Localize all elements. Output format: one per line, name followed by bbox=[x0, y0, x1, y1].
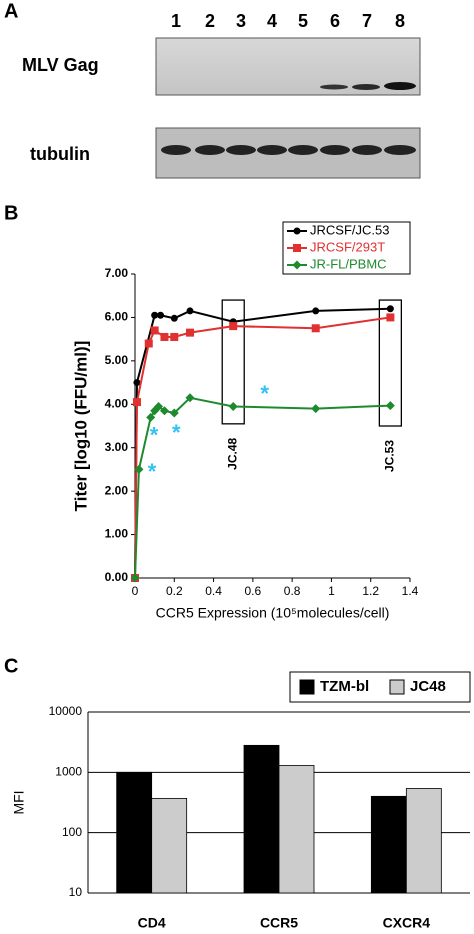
y-tick-label: 4.00 bbox=[105, 396, 129, 410]
band bbox=[320, 84, 348, 90]
x-tick-label: CCR5 bbox=[260, 915, 298, 931]
lane-number: 6 bbox=[330, 11, 340, 31]
highlight-asterisk: * bbox=[172, 420, 181, 445]
marker bbox=[229, 322, 238, 331]
highlight-asterisk: * bbox=[260, 381, 269, 406]
annotation-box bbox=[378, 299, 403, 427]
marker bbox=[186, 307, 194, 315]
legend-label: JR-FL/PBMC bbox=[310, 256, 387, 271]
marker bbox=[159, 406, 169, 416]
lane-number: 8 bbox=[395, 11, 405, 31]
marker bbox=[157, 311, 165, 319]
lane-number: 5 bbox=[298, 11, 308, 31]
marker bbox=[144, 339, 153, 348]
x-tick-label: 1.2 bbox=[362, 584, 379, 598]
marker bbox=[186, 328, 194, 337]
y-tick-label: 2.00 bbox=[105, 483, 129, 497]
y-tick-label: 0.00 bbox=[105, 570, 129, 584]
lane-number: 3 bbox=[236, 11, 246, 31]
x-tick-label: 1.4 bbox=[402, 584, 419, 598]
y-tick-label: 100 bbox=[62, 825, 82, 839]
x-tick-label: 1 bbox=[328, 584, 335, 598]
annotation-label: JC.48 bbox=[225, 437, 239, 469]
bar bbox=[243, 744, 280, 894]
x-tick-label: CD4 bbox=[138, 915, 166, 931]
marker bbox=[130, 573, 140, 583]
y-axis-label: MFI bbox=[11, 790, 27, 814]
marker bbox=[312, 307, 320, 315]
marker bbox=[150, 326, 159, 335]
y-tick-label: 10000 bbox=[49, 704, 83, 718]
lane-number: 2 bbox=[205, 11, 215, 31]
panel-label: A bbox=[4, 0, 18, 22]
tubulin-bands bbox=[161, 145, 416, 155]
marker bbox=[385, 401, 395, 411]
marker bbox=[154, 401, 164, 411]
lane-number: 1 bbox=[171, 11, 181, 31]
marker bbox=[170, 314, 178, 322]
lane-number: 7 bbox=[362, 11, 372, 31]
legend-label: JRCSF/293T bbox=[310, 239, 385, 254]
highlight-asterisk: * bbox=[150, 422, 159, 447]
x-tick-label: 0.2 bbox=[166, 584, 183, 598]
band bbox=[384, 82, 416, 90]
legend-label: TZM-bl bbox=[320, 678, 369, 695]
blot-gag bbox=[155, 37, 421, 96]
marker bbox=[146, 412, 156, 422]
y-tick-label: 1.00 bbox=[105, 527, 129, 541]
annotation-label: JC.53 bbox=[383, 440, 397, 472]
marker bbox=[185, 393, 195, 403]
series-line bbox=[134, 316, 391, 579]
marker bbox=[170, 332, 179, 341]
x-tick-label: 0.6 bbox=[245, 584, 262, 598]
bar bbox=[278, 765, 315, 894]
marker bbox=[311, 324, 320, 333]
y-tick-label: 5.00 bbox=[105, 353, 129, 367]
marker bbox=[134, 464, 144, 474]
y-tick-label: 7.00 bbox=[105, 266, 129, 280]
bar bbox=[405, 788, 442, 894]
highlight-asterisk: * bbox=[148, 459, 157, 484]
marker bbox=[386, 305, 394, 313]
x-tick-label: 0.8 bbox=[284, 584, 301, 598]
x-tick-label: CXCR4 bbox=[383, 915, 431, 931]
marker bbox=[311, 404, 321, 414]
legend-marker bbox=[292, 260, 302, 270]
x-tick-label: 0 bbox=[132, 584, 139, 598]
panel-label: C bbox=[4, 655, 18, 677]
blot-tubulin bbox=[155, 127, 421, 179]
panel-label: B bbox=[4, 202, 18, 224]
bar bbox=[116, 771, 153, 894]
marker bbox=[151, 311, 159, 319]
marker bbox=[133, 379, 141, 387]
x-axis-label: CCR5 Expression (10⁵molecules/cell) bbox=[156, 605, 390, 621]
legend-box bbox=[289, 671, 471, 703]
legend-label: JC48 bbox=[410, 678, 446, 695]
x-tick-label: 0.4 bbox=[205, 584, 222, 598]
marker bbox=[169, 408, 179, 418]
blot-row-label: MLV Gag bbox=[22, 55, 99, 75]
y-tick-label: 10 bbox=[69, 885, 83, 899]
y-tick-label: 1000 bbox=[55, 765, 82, 779]
bar bbox=[370, 795, 407, 894]
marker bbox=[132, 398, 141, 407]
legend-swatch bbox=[299, 679, 315, 695]
lane-number: 4 bbox=[267, 11, 277, 31]
marker bbox=[160, 332, 169, 341]
y-tick-label: 3.00 bbox=[105, 440, 129, 454]
legend-swatch bbox=[389, 679, 405, 695]
bar bbox=[151, 797, 188, 894]
legend-marker bbox=[293, 244, 301, 252]
blot-row-label: tubulin bbox=[30, 144, 90, 164]
marker bbox=[228, 401, 238, 411]
band bbox=[352, 84, 380, 90]
legend-marker bbox=[293, 227, 301, 235]
annotation-box bbox=[221, 299, 245, 425]
marker bbox=[386, 313, 395, 322]
y-tick-label: 6.00 bbox=[105, 310, 129, 324]
y-axis-label: Titer [log10 (FFU/ml)] bbox=[71, 341, 90, 512]
legend-label: JRCSF/JC.53 bbox=[310, 222, 389, 237]
